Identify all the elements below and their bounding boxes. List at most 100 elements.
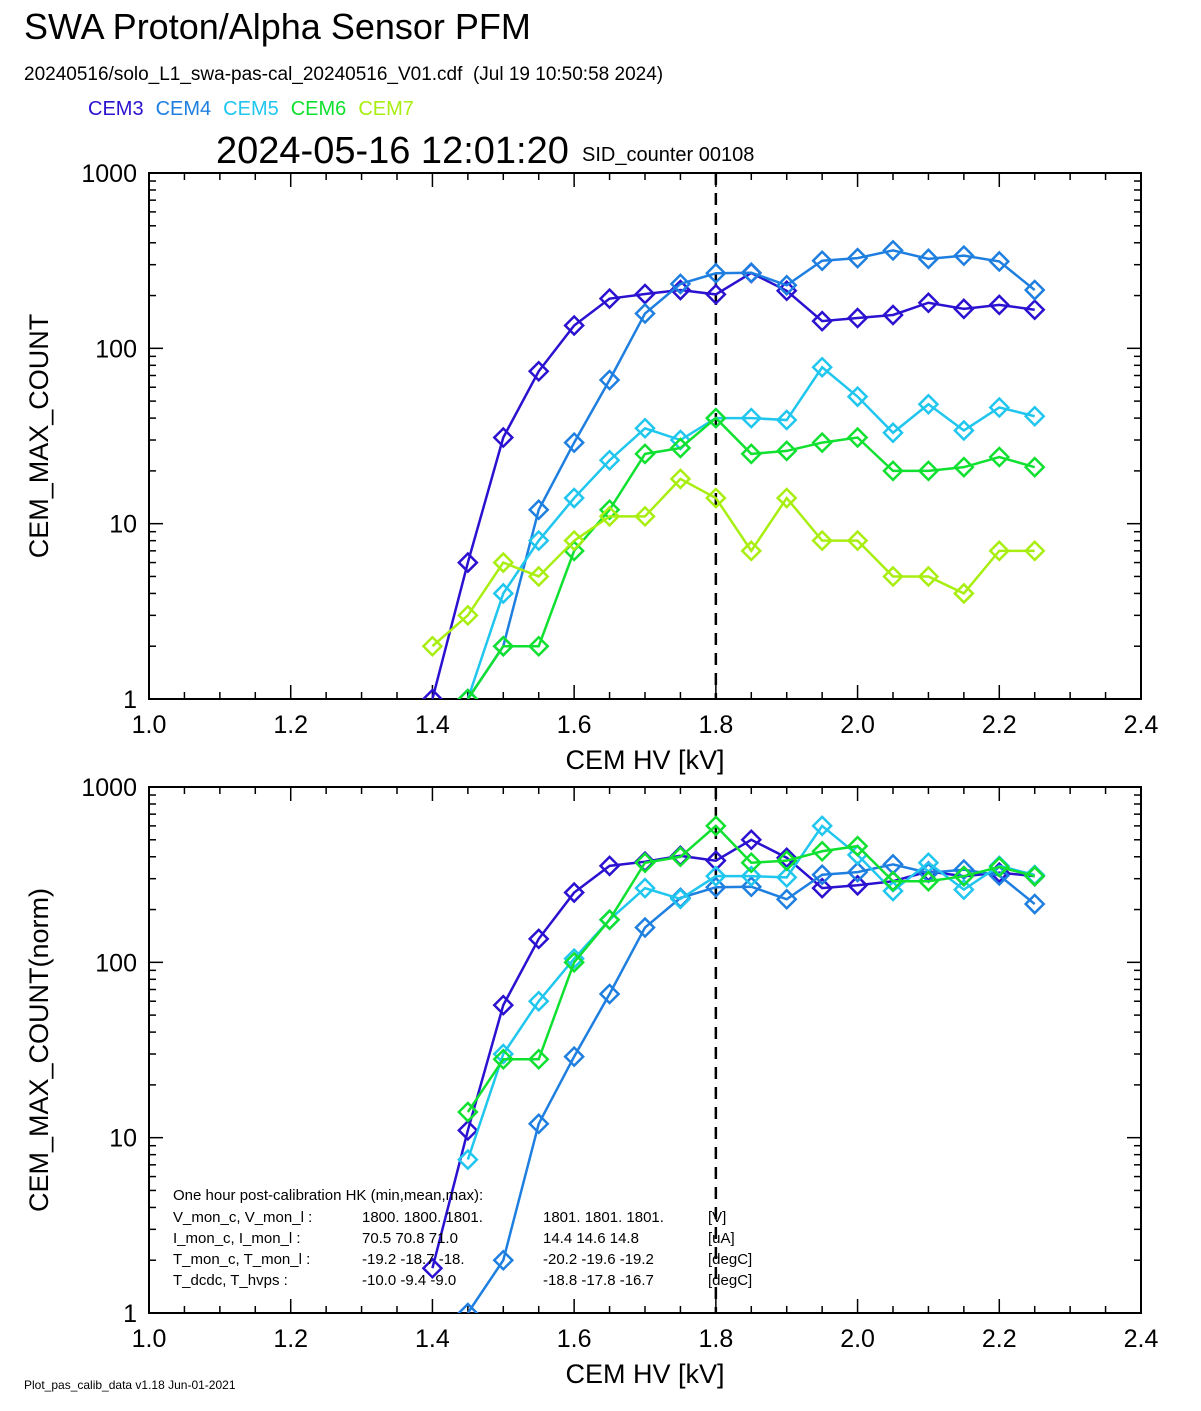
y-tick-label: 100	[95, 949, 137, 977]
hk-row-values-l: 1801. 1801. 1801.	[543, 1209, 664, 1226]
hk-row-unit: [degC]	[708, 1272, 752, 1289]
data-point-cem3	[846, 307, 869, 329]
data-point-cem4	[1023, 893, 1046, 915]
hk-row-values-l: -20.2 -19.6 -19.2	[543, 1251, 654, 1268]
x-tick-label: 1.4	[415, 1325, 450, 1353]
data-point-cem3	[953, 298, 975, 320]
data-point-cem3	[563, 881, 585, 904]
data-point-cem5	[634, 417, 656, 440]
data-point-cem3	[705, 283, 727, 306]
x-tick-label: 1.2	[273, 711, 308, 739]
data-point-cem4	[634, 302, 656, 325]
legend-item-cem5: CEM5	[223, 98, 279, 120]
data-point-cem4	[917, 248, 940, 270]
series-group	[421, 239, 1046, 699]
data-point-cem5	[1023, 405, 1046, 427]
file-subtitle: 20240516/solo_L1_swa-pas-cal_20240516_V0…	[24, 64, 664, 85]
hk-row-values-l: -18.8 -17.8 -16.7	[543, 1272, 654, 1289]
data-point-cem3	[917, 291, 940, 314]
y-tick-label: 100	[95, 335, 137, 363]
data-point-cem5	[775, 866, 798, 889]
x-tick-label: 1.6	[557, 711, 592, 739]
series-line-cem4	[466, 249, 1036, 699]
data-point-cem7	[882, 565, 904, 588]
data-point-cem7	[634, 505, 656, 528]
data-point-cem7	[705, 487, 727, 509]
hk-row-label: I_mon_c, I_mon_l :	[173, 1230, 301, 1247]
data-point-cem4	[740, 261, 763, 284]
data-point-cem4	[598, 369, 621, 391]
data-point-cem4	[669, 273, 692, 295]
hk-row-label: T_mon_c, T_mon_l :	[173, 1251, 310, 1268]
hk-row-values-c: 1800. 1800. 1801.	[362, 1209, 483, 1226]
legend-item-cem7: CEM7	[358, 98, 414, 120]
x-axis-label: CEM HV [kV]	[565, 1359, 724, 1389]
data-point-cem6	[563, 951, 585, 974]
y-tick-label: 1	[123, 1300, 137, 1328]
data-point-cem3	[846, 874, 869, 897]
data-point-cem5	[669, 888, 692, 910]
data-point-cem7	[917, 565, 940, 588]
data-point-cem5	[917, 393, 940, 415]
data-point-cem6	[527, 635, 550, 657]
data-point-cem5	[882, 421, 904, 444]
data-point-cem3	[421, 688, 444, 699]
data-point-cem6	[527, 1048, 550, 1071]
data-point-cem3	[740, 829, 763, 851]
x-tick-label: 2.0	[840, 1325, 875, 1353]
legend-item-cem4: CEM4	[155, 98, 212, 120]
data-point-cem3	[811, 877, 833, 899]
data-point-cem6	[988, 856, 1011, 878]
hk-row-values-c: -19.2 -18.7 -18.	[362, 1251, 465, 1268]
data-point-cem5	[953, 878, 975, 901]
chart-panel-1: 1.0 1.2 1.4 1.6 1.8 2.0 2.2 2.4 1 10 100 1000 CEM HV…	[24, 160, 1158, 775]
data-point-cem6	[740, 443, 763, 465]
data-point-cem4	[775, 888, 798, 911]
data-point-cem6	[882, 870, 904, 893]
data-point-cem6	[882, 460, 904, 482]
data-point-cem6	[917, 870, 940, 893]
data-point-cem3	[988, 294, 1011, 316]
y-tick-label: 1000	[81, 160, 137, 188]
data-point-cem4	[846, 247, 869, 269]
hk-title: One hour post-calibration HK (min,mean,m…	[173, 1187, 483, 1204]
hk-table: One hour post-calibration HK (min,mean,m…	[173, 1187, 752, 1289]
data-point-cem4	[811, 863, 833, 886]
data-point-cem4	[527, 499, 550, 521]
data-point-cem4	[634, 916, 656, 939]
data-point-cem4	[953, 244, 975, 267]
data-point-cem5	[740, 407, 763, 429]
sid-counter: SID_counter 00108	[582, 144, 755, 166]
data-point-cem3	[457, 551, 479, 574]
data-point-cem4	[988, 250, 1011, 273]
data-point-cem6	[846, 835, 869, 857]
data-point-cem6	[811, 431, 833, 454]
data-point-cem7	[457, 604, 479, 627]
data-point-cem5	[527, 529, 550, 552]
y-axis-label: CEM_MAX_COUNT(norm)	[24, 888, 54, 1212]
series-group	[421, 815, 1046, 1313]
series-line-cem5	[466, 365, 1036, 699]
data-point-cem5	[846, 385, 869, 408]
data-point-cem3	[563, 314, 585, 337]
data-point-cem4	[563, 431, 585, 454]
data-point-cem7	[1023, 540, 1046, 562]
data-point-cem5	[527, 990, 550, 1012]
hk-row-unit: [uA]	[708, 1230, 735, 1247]
x-tick-label: 1.8	[698, 711, 733, 739]
data-point-cem5	[634, 877, 656, 899]
hk-row-label: V_mon_c, V_mon_l :	[173, 1209, 312, 1226]
data-point-cem5	[811, 815, 833, 837]
data-point-cem4	[705, 876, 727, 899]
data-point-cem7	[492, 551, 515, 574]
data-point-cem4	[1023, 279, 1046, 301]
data-point-cem4	[882, 239, 904, 262]
x-tick-label: 1.0	[132, 711, 167, 739]
x-tick-label: 1.6	[557, 1325, 592, 1353]
hk-row-unit: [V]	[708, 1209, 726, 1226]
data-point-cem6	[846, 426, 869, 449]
hk-row-values-l: 14.4 14.6 14.8	[543, 1230, 639, 1247]
x-tick-label: 2.4	[1124, 1325, 1159, 1353]
data-point-cem3	[527, 928, 550, 950]
data-point-cem3	[421, 1257, 444, 1280]
